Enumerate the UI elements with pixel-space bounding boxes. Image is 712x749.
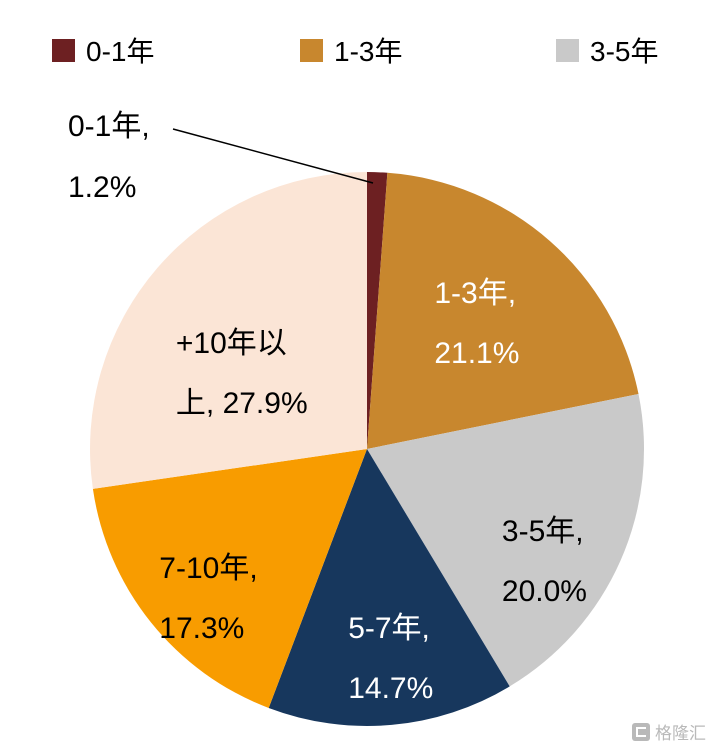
- pie-slice-7-10年: [92, 449, 368, 708]
- legend-label-3-5y: 3-5年: [590, 36, 659, 67]
- legend: 0-1年 1-3年 3-5年: [0, 30, 712, 67]
- pie-slice-0-1年: [367, 172, 388, 449]
- slice-label-3-5年: 3-5年, 20.0%: [501, 515, 587, 609]
- pie-slice-1-3年: [367, 172, 639, 450]
- legend-item-0-1y: 0-1年: [52, 30, 154, 70]
- callout-leader-line: [172, 128, 374, 184]
- legend-swatch-3-5y: [556, 38, 579, 62]
- pie-slice-+10年以上: [90, 172, 367, 489]
- callout-label-line1: 0-1年,: [68, 110, 150, 143]
- gelonghui-logo-icon: [632, 722, 650, 741]
- watermark-text: 格隆汇: [655, 724, 706, 743]
- slice-label-5-7年: 5-7年, 14.7%: [348, 611, 434, 705]
- legend-swatch-0-1y: [52, 38, 75, 62]
- legend-item-1-3y: 1-3年: [300, 30, 402, 70]
- callout-label-line2: 1.2%: [68, 171, 137, 204]
- legend-item-3-5y: 3-5年: [556, 30, 658, 70]
- pie-slices-group: [90, 172, 645, 727]
- pie-slice-5-7年: [268, 449, 510, 727]
- slice-label-+10年以上: +10年以 上, 27.9%: [175, 327, 308, 421]
- pie-slice-3-5年: [367, 394, 645, 687]
- slice-label-1-3年: 1-3年, 21.1%: [434, 277, 520, 371]
- legend-swatch-1-3y: [300, 38, 323, 62]
- legend-label-0-1y: 0-1年: [86, 36, 155, 67]
- legend-label-1-3y: 1-3年: [334, 36, 403, 67]
- slice-label-7-10年: 7-10年, 17.3%: [159, 552, 258, 646]
- watermark-gelonghui: 格隆汇: [632, 719, 706, 744]
